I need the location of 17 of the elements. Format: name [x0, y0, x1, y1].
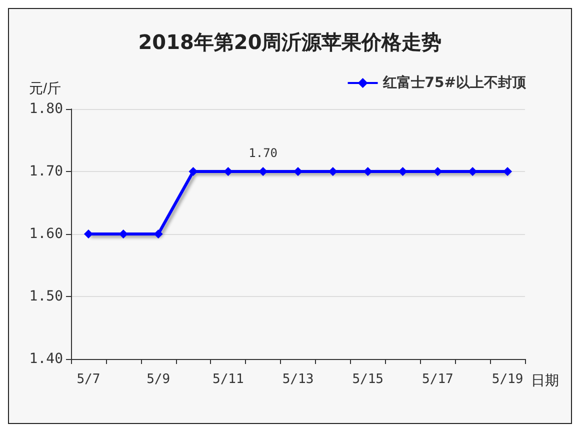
x-tick-label: 5/7: [76, 372, 100, 387]
x-tick-label: 5/17: [422, 372, 454, 387]
chart-title: 2018年第20周沂源苹果价格走势: [138, 30, 442, 54]
x-tick-label: 5/15: [352, 372, 384, 387]
y-tick-label: 1.60: [29, 226, 63, 242]
x-tick-label: 5/13: [282, 372, 314, 387]
data-label: 1.70: [248, 146, 278, 160]
legend-label: 红富士75#以上不封顶: [382, 74, 527, 91]
y-axis-title: 元/斤: [29, 80, 61, 96]
y-tick-label: 1.80: [29, 101, 63, 117]
x-tick-label: 5/19: [492, 372, 524, 387]
x-tick-label: 5/11: [212, 372, 244, 387]
x-tick-label: 5/9: [146, 372, 170, 387]
x-axis-title: 日期: [531, 372, 559, 388]
y-tick-label: 1.70: [29, 164, 63, 180]
y-tick-label: 1.50: [29, 288, 63, 304]
y-tick-label: 1.40: [29, 351, 63, 367]
